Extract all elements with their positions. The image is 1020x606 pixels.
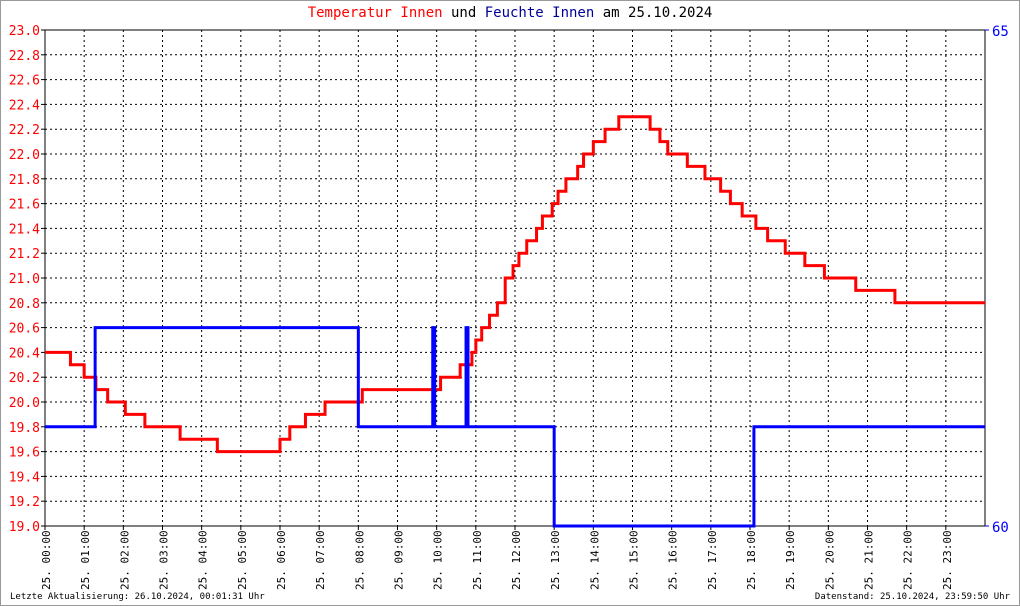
x-tick-label: 25. 06:00 bbox=[275, 530, 288, 590]
x-tick-label: 25. 16:00 bbox=[667, 530, 680, 590]
y-left-tick-label: 22.4 bbox=[9, 98, 40, 113]
y-left-tick-label: 21.4 bbox=[9, 222, 40, 237]
x-tick-label: 25. 05:00 bbox=[236, 530, 249, 590]
y-left-tick-label: 21.2 bbox=[9, 247, 40, 262]
y-left-tick-label: 20.2 bbox=[9, 371, 40, 386]
y-left-tick-label: 22.2 bbox=[9, 123, 40, 138]
x-tick-label: 25. 15:00 bbox=[628, 530, 641, 590]
x-tick-label: 25. 09:00 bbox=[393, 530, 406, 590]
title-and: und bbox=[450, 5, 477, 21]
x-tick-label: 25. 07:00 bbox=[314, 530, 327, 590]
title-date: am 25.10.2024 bbox=[602, 5, 713, 21]
y-left-tick-label: 21.8 bbox=[9, 173, 40, 188]
y-left-tick-label: 21.6 bbox=[9, 198, 40, 213]
series-humidity-line bbox=[45, 326, 985, 528]
y-left-tick-label: 23.0 bbox=[9, 24, 40, 39]
x-tick-label: 25. 01:00 bbox=[79, 530, 92, 590]
x-tick-label: 25. 21:00 bbox=[863, 530, 876, 590]
x-tick-label: 25. 04:00 bbox=[197, 530, 210, 590]
y-left-tick-label: 19.4 bbox=[9, 470, 40, 485]
title-temperature: Temperatur Innen bbox=[307, 5, 443, 21]
footer-data-status: Datenstand: 25.10.2024, 23:59:50 Uhr bbox=[814, 592, 1010, 602]
y-right-tick-label: 65 bbox=[992, 24, 1009, 40]
x-tick-label: 25. 19:00 bbox=[784, 530, 797, 590]
x-tick-label: 25. 20:00 bbox=[823, 530, 836, 590]
series-temperature-line bbox=[45, 115, 985, 454]
y-left-tick-label: 21.0 bbox=[9, 272, 40, 287]
y-left-tick-label: 20.8 bbox=[9, 297, 40, 312]
y-left-tick-label: 20.4 bbox=[9, 346, 40, 361]
y-left-tick-label: 20.6 bbox=[9, 322, 40, 337]
y-right-tick-label: 60 bbox=[992, 520, 1009, 536]
x-tick-label: 25. 02:00 bbox=[118, 530, 131, 590]
y-left-tick-label: 19.8 bbox=[9, 421, 40, 436]
chart-title: Temperatur Innen und Feuchte Innen am 25… bbox=[0, 5, 1020, 21]
footer-last-update: Letzte Aktualisierung: 26.10.2024, 00:01… bbox=[10, 592, 265, 602]
y-left-tick-label: 19.2 bbox=[9, 495, 40, 510]
x-tick-label: 25. 23:00 bbox=[941, 530, 954, 590]
y-left-tick-label: 22.6 bbox=[9, 74, 40, 89]
y-left-tick-label: 19.6 bbox=[9, 446, 40, 461]
y-left-tick-label: 20.0 bbox=[9, 396, 40, 411]
title-humidity: Feuchte Innen bbox=[484, 5, 595, 21]
x-tick-label: 25. 14:00 bbox=[588, 530, 601, 590]
y-left-tick-label: 19.0 bbox=[9, 520, 40, 535]
x-tick-label: 25. 11:00 bbox=[471, 530, 484, 590]
y-left-tick-label: 22.8 bbox=[9, 49, 40, 64]
x-tick-label: 25. 03:00 bbox=[158, 530, 171, 590]
x-tick-label: 25. 12:00 bbox=[510, 530, 523, 590]
x-tick-label: 25. 00:00 bbox=[40, 530, 53, 590]
x-tick-label: 25. 10:00 bbox=[432, 530, 445, 590]
x-tick-label: 25. 22:00 bbox=[902, 530, 915, 590]
x-tick-label: 25. 18:00 bbox=[745, 530, 758, 590]
x-tick-label: 25. 13:00 bbox=[549, 530, 562, 590]
x-tick-label: 25. 17:00 bbox=[706, 530, 719, 590]
x-tick-label: 25. 08:00 bbox=[353, 530, 366, 590]
y-left-tick-label: 22.0 bbox=[9, 148, 40, 163]
